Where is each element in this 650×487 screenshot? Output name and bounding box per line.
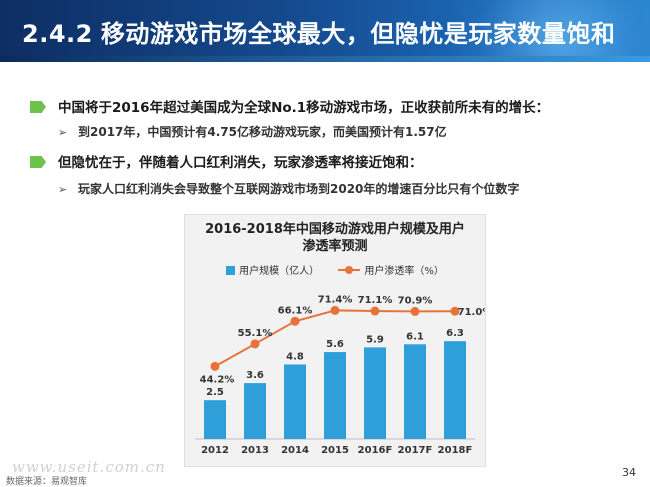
- sub-bullet-2: ➢ 玩家人口红利消失会导致整个互联网游戏市场到2020年的增速百分比只有个位数字: [58, 180, 519, 197]
- legend-bar-label: 用户规模（亿人）: [239, 266, 320, 277]
- bar-value-label: 6.1: [406, 331, 424, 342]
- line-value-label: 66.1%: [278, 305, 313, 316]
- line-value-label: 71.4%: [318, 294, 353, 305]
- line-value-label: 71.0%: [458, 307, 485, 318]
- watermark-text: www.useit.com.cn: [12, 458, 166, 476]
- line-point: [210, 361, 220, 371]
- legend-item-bar: 用户规模（亿人）: [226, 262, 319, 277]
- line-point: [290, 316, 300, 326]
- bar-value-label: 6.3: [446, 328, 464, 339]
- bullet-1: 中国将于2016年超过美国成为全球No.1移动游戏市场，正收获前所未有的增长：: [30, 96, 549, 116]
- legend-line-label: 用户渗透率（%）: [364, 266, 444, 277]
- source-note: 数据来源：易观智库: [6, 477, 88, 487]
- line-value-label: 44.2%: [200, 374, 235, 385]
- chart-panel: 2016-2018年中国移动游戏用户规模及用户 渗透率预测 用户规模（亿人） 用…: [184, 214, 486, 467]
- sub-bullet-1: ➢ 到2017年，中国预计有4.75亿移动游戏玩家，而美国预计有1.57亿: [58, 123, 447, 140]
- x-tick-label: 2017F: [398, 445, 433, 456]
- section-number: 2.4.2: [22, 20, 93, 48]
- line-point: [450, 306, 460, 316]
- chart-title-line-1: 2016-2018年中国移动游戏用户规模及用户: [205, 222, 465, 237]
- bullet-2-text: 但隐忧在于，伴随着人口红利消失，玩家渗透率将接近饱和：: [58, 155, 423, 171]
- line-point: [250, 339, 260, 349]
- x-tick-label: 2016F: [358, 445, 393, 456]
- legend-item-line: 用户渗透率（%）: [338, 262, 444, 277]
- chart-title: 2016-2018年中国移动游戏用户规模及用户 渗透率预测: [185, 221, 485, 255]
- x-tick-label: 2012: [201, 445, 229, 456]
- line-value-label: 70.9%: [398, 295, 433, 306]
- chart-legend: 用户规模（亿人） 用户渗透率（%）: [185, 262, 485, 277]
- legend-bar-swatch: [226, 266, 236, 275]
- line-point: [410, 306, 420, 316]
- bullet-2: 但隐忧在于，伴随着人口红利消失，玩家渗透率将接近饱和：: [30, 151, 423, 171]
- bullet-1-text: 中国将于2016年超过美国成为全球No.1移动游戏市场，正收获前所未有的增长：: [58, 100, 550, 116]
- bar-2016F: [364, 347, 386, 439]
- header-glow: [430, 0, 650, 62]
- green-tag-icon: [30, 101, 46, 113]
- header-banner: 2.4.2 移动游戏市场全球最大，但隐忧是玩家数量饱和: [0, 0, 650, 62]
- chevron-right-icon: ➢: [58, 126, 68, 139]
- x-tick-label: 2018F: [438, 445, 473, 456]
- bar-2014: [284, 364, 306, 439]
- x-tick-label: 2014: [281, 445, 309, 456]
- bar-value-label: 5.9: [366, 334, 384, 345]
- bar-2012: [204, 400, 226, 439]
- header-underline: [0, 56, 650, 62]
- bar-value-label: 5.6: [326, 339, 344, 350]
- title-text: 移动游戏市场全球最大，但隐忧是玩家数量饱和: [100, 20, 616, 48]
- bar-value-label: 3.6: [246, 370, 264, 381]
- bar-2017F: [404, 344, 426, 439]
- green-tag-icon: [30, 156, 46, 168]
- x-tick-label: 2015: [321, 445, 349, 456]
- page-number: 34: [622, 466, 636, 479]
- bar-2013: [244, 383, 266, 439]
- chart-title-line-2: 渗透率预测: [302, 239, 368, 254]
- line-point: [330, 305, 340, 315]
- sub-bullet-1-text: 到2017年，中国预计有4.75亿移动游戏玩家，而美国预计有1.57亿: [78, 125, 447, 139]
- chart-svg: 2.5 2012 3.6 2013 4.8 2014 5.6 2015 5.9 2016F 6.1 2…: [195, 294, 485, 456]
- line-value-label: 71.1%: [358, 295, 393, 306]
- legend-line-swatch: [338, 265, 361, 275]
- x-tick-label: 2013: [241, 445, 269, 456]
- sub-bullet-2-text: 玩家人口红利消失会导致整个互联网游戏市场到2020年的增速百分比只有个位数字: [78, 182, 520, 196]
- line-point: [370, 306, 380, 316]
- bar-value-label: 4.8: [286, 351, 304, 362]
- bar-2018F: [444, 341, 466, 439]
- chevron-right-icon: ➢: [58, 183, 68, 196]
- line-value-label: 55.1%: [238, 328, 273, 339]
- bar-2015: [324, 352, 346, 439]
- bar-value-label: 2.5: [206, 387, 224, 398]
- page-title: 2.4.2 移动游戏市场全球最大，但隐忧是玩家数量饱和: [22, 14, 615, 49]
